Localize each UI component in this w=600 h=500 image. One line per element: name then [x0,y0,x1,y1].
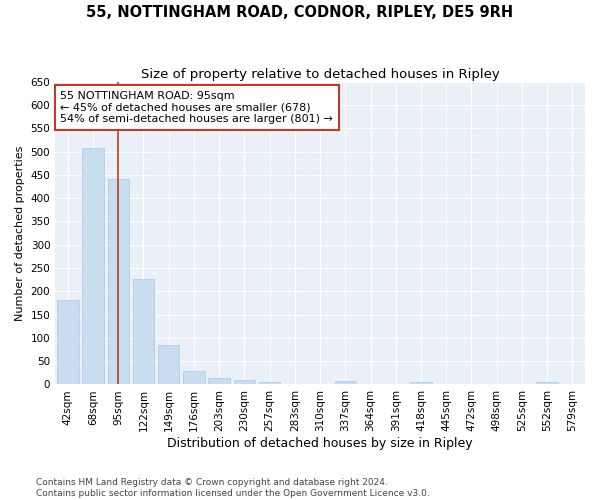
Bar [133,278,154,384]
Bar [410,382,432,384]
Bar [107,179,129,384]
Text: Contains HM Land Registry data © Crown copyright and database right 2024.
Contai: Contains HM Land Registry data © Crown c… [36,478,430,498]
Bar [536,382,558,384]
Y-axis label: Number of detached properties: Number of detached properties [15,146,25,321]
Bar [335,380,356,384]
Bar [233,380,255,384]
Text: 55 NOTTINGHAM ROAD: 95sqm
← 45% of detached houses are smaller (678)
54% of semi: 55 NOTTINGHAM ROAD: 95sqm ← 45% of detac… [61,91,334,124]
Bar [57,300,79,384]
Bar [82,148,104,384]
X-axis label: Distribution of detached houses by size in Ripley: Distribution of detached houses by size … [167,437,473,450]
Bar [259,382,280,384]
Bar [183,372,205,384]
Text: 55, NOTTINGHAM ROAD, CODNOR, RIPLEY, DE5 9RH: 55, NOTTINGHAM ROAD, CODNOR, RIPLEY, DE5… [86,5,514,20]
Bar [208,378,230,384]
Bar [158,346,179,385]
Title: Size of property relative to detached houses in Ripley: Size of property relative to detached ho… [141,68,499,80]
